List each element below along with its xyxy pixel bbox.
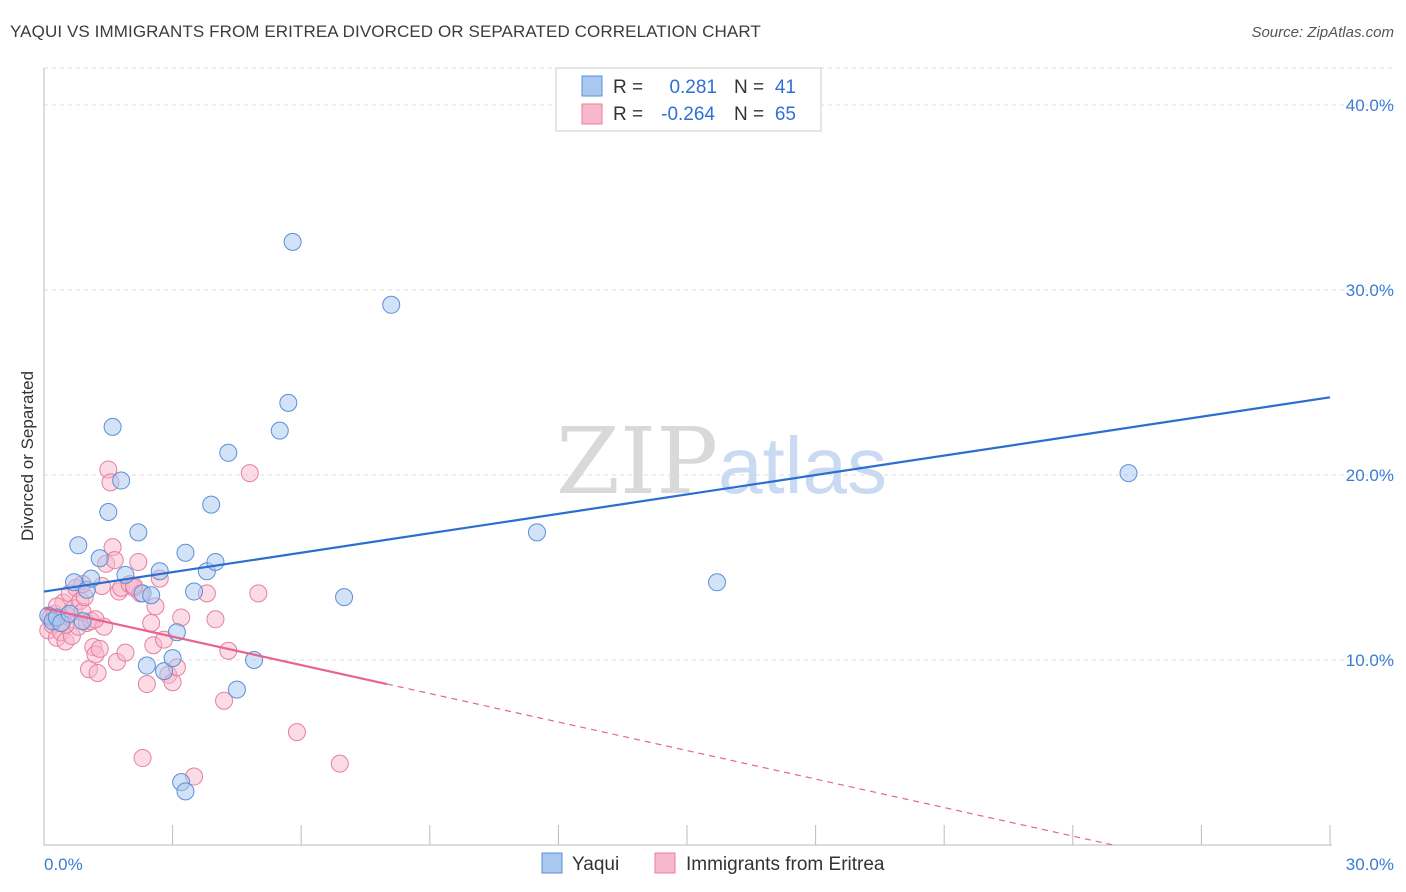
trend-lines bbox=[43, 396, 1331, 846]
bottom-legend-swatch-yaqui bbox=[541, 852, 563, 874]
eritrea-point bbox=[142, 614, 161, 632]
yaqui-point bbox=[335, 588, 354, 607]
eritrea-point bbox=[133, 749, 152, 768]
y-tick-label: 30.0% bbox=[1346, 281, 1394, 300]
legend-bottom: Yaqui Immigrants from Eritrea bbox=[541, 852, 885, 875]
legend-n-label-yaqui: N = bbox=[734, 77, 764, 98]
grid-lines bbox=[44, 67, 1394, 661]
chart-title: YAQUI VS IMMIGRANTS FROM ERITREA DIVORCE… bbox=[10, 22, 761, 41]
yaqui-point bbox=[708, 573, 727, 592]
x-tick-label-max: 30.0% bbox=[1346, 855, 1394, 874]
eritrea-point bbox=[129, 552, 148, 571]
yaqui-point bbox=[219, 443, 238, 462]
legend-n-label-eritrea: N = bbox=[734, 104, 764, 125]
yaqui-point bbox=[279, 393, 298, 412]
eritrea-point bbox=[172, 608, 191, 627]
yaqui-point bbox=[382, 295, 401, 314]
y-axis-title: Divorced or Separated bbox=[18, 371, 37, 541]
bottom-legend-label-eritrea: Immigrants from Eritrea bbox=[686, 854, 885, 875]
yaqui-point bbox=[99, 503, 118, 521]
trend-line-eritrea-extrapolated bbox=[386, 683, 1114, 846]
yaqui-point bbox=[176, 543, 195, 562]
eritrea-point bbox=[240, 464, 259, 483]
eritrea-point bbox=[215, 691, 234, 710]
legend-swatch-eritrea bbox=[581, 103, 603, 125]
y-tick-label: 20.0% bbox=[1346, 466, 1394, 485]
yaqui-point bbox=[163, 649, 182, 668]
x-tick-label-min: 0.0% bbox=[44, 855, 83, 874]
yaqui-point bbox=[227, 680, 246, 699]
bottom-legend-label-yaqui: Yaqui bbox=[572, 854, 619, 875]
eritrea-point bbox=[249, 584, 268, 603]
yaqui-point bbox=[69, 536, 88, 555]
eritrea-point bbox=[206, 610, 225, 629]
yaqui-point bbox=[270, 421, 289, 440]
yaqui-point bbox=[1119, 464, 1138, 483]
yaqui-point bbox=[150, 562, 169, 581]
source-credit: Source: ZipAtlas.com bbox=[1251, 24, 1394, 41]
watermark: ZIP atlas bbox=[556, 408, 887, 515]
watermark-atlas: atlas bbox=[718, 421, 887, 510]
axes bbox=[43, 68, 1332, 846]
yaqui-point bbox=[185, 582, 204, 601]
yaqui-point bbox=[176, 782, 195, 801]
legend-r-label-yaqui: R = bbox=[613, 77, 643, 98]
yaqui-point bbox=[90, 549, 109, 568]
legend-r-value-eritrea: -0.264 bbox=[661, 104, 715, 125]
eritrea-point bbox=[116, 643, 135, 662]
trend-line-eritrea bbox=[43, 607, 388, 686]
yaqui-point bbox=[129, 523, 148, 542]
yaqui-point bbox=[112, 471, 131, 490]
yaqui-point bbox=[155, 662, 174, 681]
eritrea-point bbox=[287, 723, 306, 742]
watermark-zip: ZIP bbox=[556, 408, 718, 515]
legend-n-value-eritrea: 65 bbox=[775, 104, 796, 125]
y-tick-label: 40.0% bbox=[1346, 96, 1394, 115]
eritrea-point bbox=[330, 754, 349, 773]
x-ticks bbox=[172, 825, 1331, 845]
legend-n-value-yaqui: 41 bbox=[775, 77, 796, 98]
yaqui-point bbox=[202, 495, 221, 514]
yaqui-point bbox=[142, 586, 161, 605]
y-tick-label: 10.0% bbox=[1346, 651, 1394, 670]
legend-r-label-eritrea: R = bbox=[613, 104, 643, 125]
yaqui-point bbox=[137, 656, 156, 675]
yaqui-point bbox=[206, 552, 225, 571]
yaqui-point bbox=[103, 417, 122, 436]
trend-line-yaqui bbox=[43, 396, 1331, 593]
bottom-legend-swatch-eritrea bbox=[654, 852, 676, 874]
eritrea-point bbox=[90, 639, 109, 658]
legend-r-value-yaqui: 0.281 bbox=[669, 77, 717, 98]
y-tick-labels: 10.0% 20.0% 30.0% 40.0% bbox=[1346, 96, 1394, 670]
legend-top: R = 0.281 N = 41 R = -0.264 N = 65 bbox=[555, 67, 822, 132]
legend-swatch-yaqui bbox=[581, 75, 603, 97]
eritrea-point bbox=[88, 663, 107, 682]
eritrea-point bbox=[137, 675, 156, 694]
yaqui-point bbox=[283, 232, 302, 251]
yaqui-point bbox=[527, 523, 546, 542]
eritrea-point bbox=[105, 551, 124, 570]
series-yaqui-points bbox=[39, 232, 1138, 801]
